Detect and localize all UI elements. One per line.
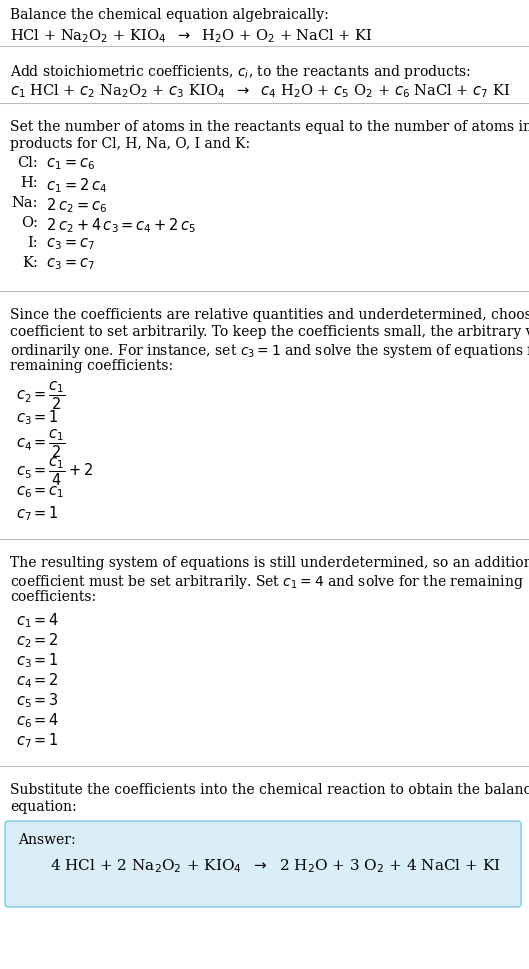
Text: $c_3 = 1$: $c_3 = 1$ — [16, 408, 59, 426]
Text: $2\,c_2 + 4\,c_3 = c_4 + 2\,c_5$: $2\,c_2 + 4\,c_3 = c_4 + 2\,c_5$ — [42, 216, 196, 234]
Text: $c_3 = 1$: $c_3 = 1$ — [16, 650, 59, 669]
Text: $c_1$ HCl + $c_2$ Na$_2$O$_2$ + $c_3$ KIO$_4$  $\rightarrow$  $c_4$ H$_2$O + $c_: $c_1$ HCl + $c_2$ Na$_2$O$_2$ + $c_3$ KI… — [10, 82, 510, 100]
Text: O:: O: — [21, 216, 38, 230]
Text: I:: I: — [28, 235, 38, 250]
Text: 4 HCl + 2 Na$_2$O$_2$ + KIO$_4$  $\rightarrow$  2 H$_2$O + 3 O$_2$ + 4 NaCl + KI: 4 HCl + 2 Na$_2$O$_2$ + KIO$_4$ $\righta… — [50, 857, 501, 874]
Text: $c_7 = 1$: $c_7 = 1$ — [16, 504, 59, 522]
Text: coefficient to set arbitrarily. To keep the coefficients small, the arbitrary va: coefficient to set arbitrarily. To keep … — [10, 325, 529, 338]
Text: $c_3 = c_7$: $c_3 = c_7$ — [42, 235, 95, 251]
Text: $c_7 = 1$: $c_7 = 1$ — [16, 731, 59, 749]
Text: $2\,c_2 = c_6$: $2\,c_2 = c_6$ — [42, 196, 107, 214]
Text: Add stoichiometric coefficients, $c_i$, to the reactants and products:: Add stoichiometric coefficients, $c_i$, … — [10, 63, 471, 81]
Text: products for Cl, H, Na, O, I and K:: products for Cl, H, Na, O, I and K: — [10, 137, 250, 151]
Text: Substitute the coefficients into the chemical reaction to obtain the balanced: Substitute the coefficients into the che… — [10, 782, 529, 797]
Text: Since the coefficients are relative quantities and underdetermined, choose a: Since the coefficients are relative quan… — [10, 308, 529, 322]
Text: equation:: equation: — [10, 799, 77, 813]
Text: $c_1 = 4$: $c_1 = 4$ — [16, 610, 59, 629]
Text: Na:: Na: — [12, 196, 38, 209]
Text: Answer:: Answer: — [18, 832, 76, 846]
Text: remaining coefficients:: remaining coefficients: — [10, 359, 173, 373]
Text: $c_5 = \dfrac{c_1}{4} + 2$: $c_5 = \dfrac{c_1}{4} + 2$ — [16, 455, 94, 487]
Text: H:: H: — [21, 175, 38, 190]
Text: $c_3 = c_7$: $c_3 = c_7$ — [42, 256, 95, 271]
Text: HCl + Na$_2$O$_2$ + KIO$_4$  $\rightarrow$  H$_2$O + O$_2$ + NaCl + KI: HCl + Na$_2$O$_2$ + KIO$_4$ $\rightarrow… — [10, 27, 373, 45]
Text: $c_6 = 4$: $c_6 = 4$ — [16, 710, 59, 729]
FancyBboxPatch shape — [5, 821, 521, 907]
Text: $c_2 = 2$: $c_2 = 2$ — [16, 631, 59, 649]
Text: Balance the chemical equation algebraically:: Balance the chemical equation algebraica… — [10, 8, 329, 22]
Text: The resulting system of equations is still underdetermined, so an additional: The resulting system of equations is sti… — [10, 555, 529, 570]
Text: $c_4 = \dfrac{c_1}{2}$: $c_4 = \dfrac{c_1}{2}$ — [16, 427, 66, 459]
Text: Set the number of atoms in the reactants equal to the number of atoms in the: Set the number of atoms in the reactants… — [10, 120, 529, 134]
Text: $c_6 = c_1$: $c_6 = c_1$ — [16, 484, 65, 499]
Text: $c_5 = 3$: $c_5 = 3$ — [16, 690, 59, 709]
Text: coefficient must be set arbitrarily. Set $c_1 = 4$ and solve for the remaining: coefficient must be set arbitrarily. Set… — [10, 573, 524, 590]
Text: coefficients:: coefficients: — [10, 589, 96, 604]
Text: $c_1 = c_6$: $c_1 = c_6$ — [42, 156, 96, 172]
Text: ordinarily one. For instance, set $c_3 = 1$ and solve the system of equations fo: ordinarily one. For instance, set $c_3 =… — [10, 342, 529, 359]
Text: $c_2 = \dfrac{c_1}{2}$: $c_2 = \dfrac{c_1}{2}$ — [16, 380, 66, 412]
Text: $c_4 = 2$: $c_4 = 2$ — [16, 671, 59, 689]
Text: $c_1 = 2\,c_4$: $c_1 = 2\,c_4$ — [42, 175, 107, 195]
Text: Cl:: Cl: — [17, 156, 38, 170]
Text: K:: K: — [22, 256, 38, 269]
